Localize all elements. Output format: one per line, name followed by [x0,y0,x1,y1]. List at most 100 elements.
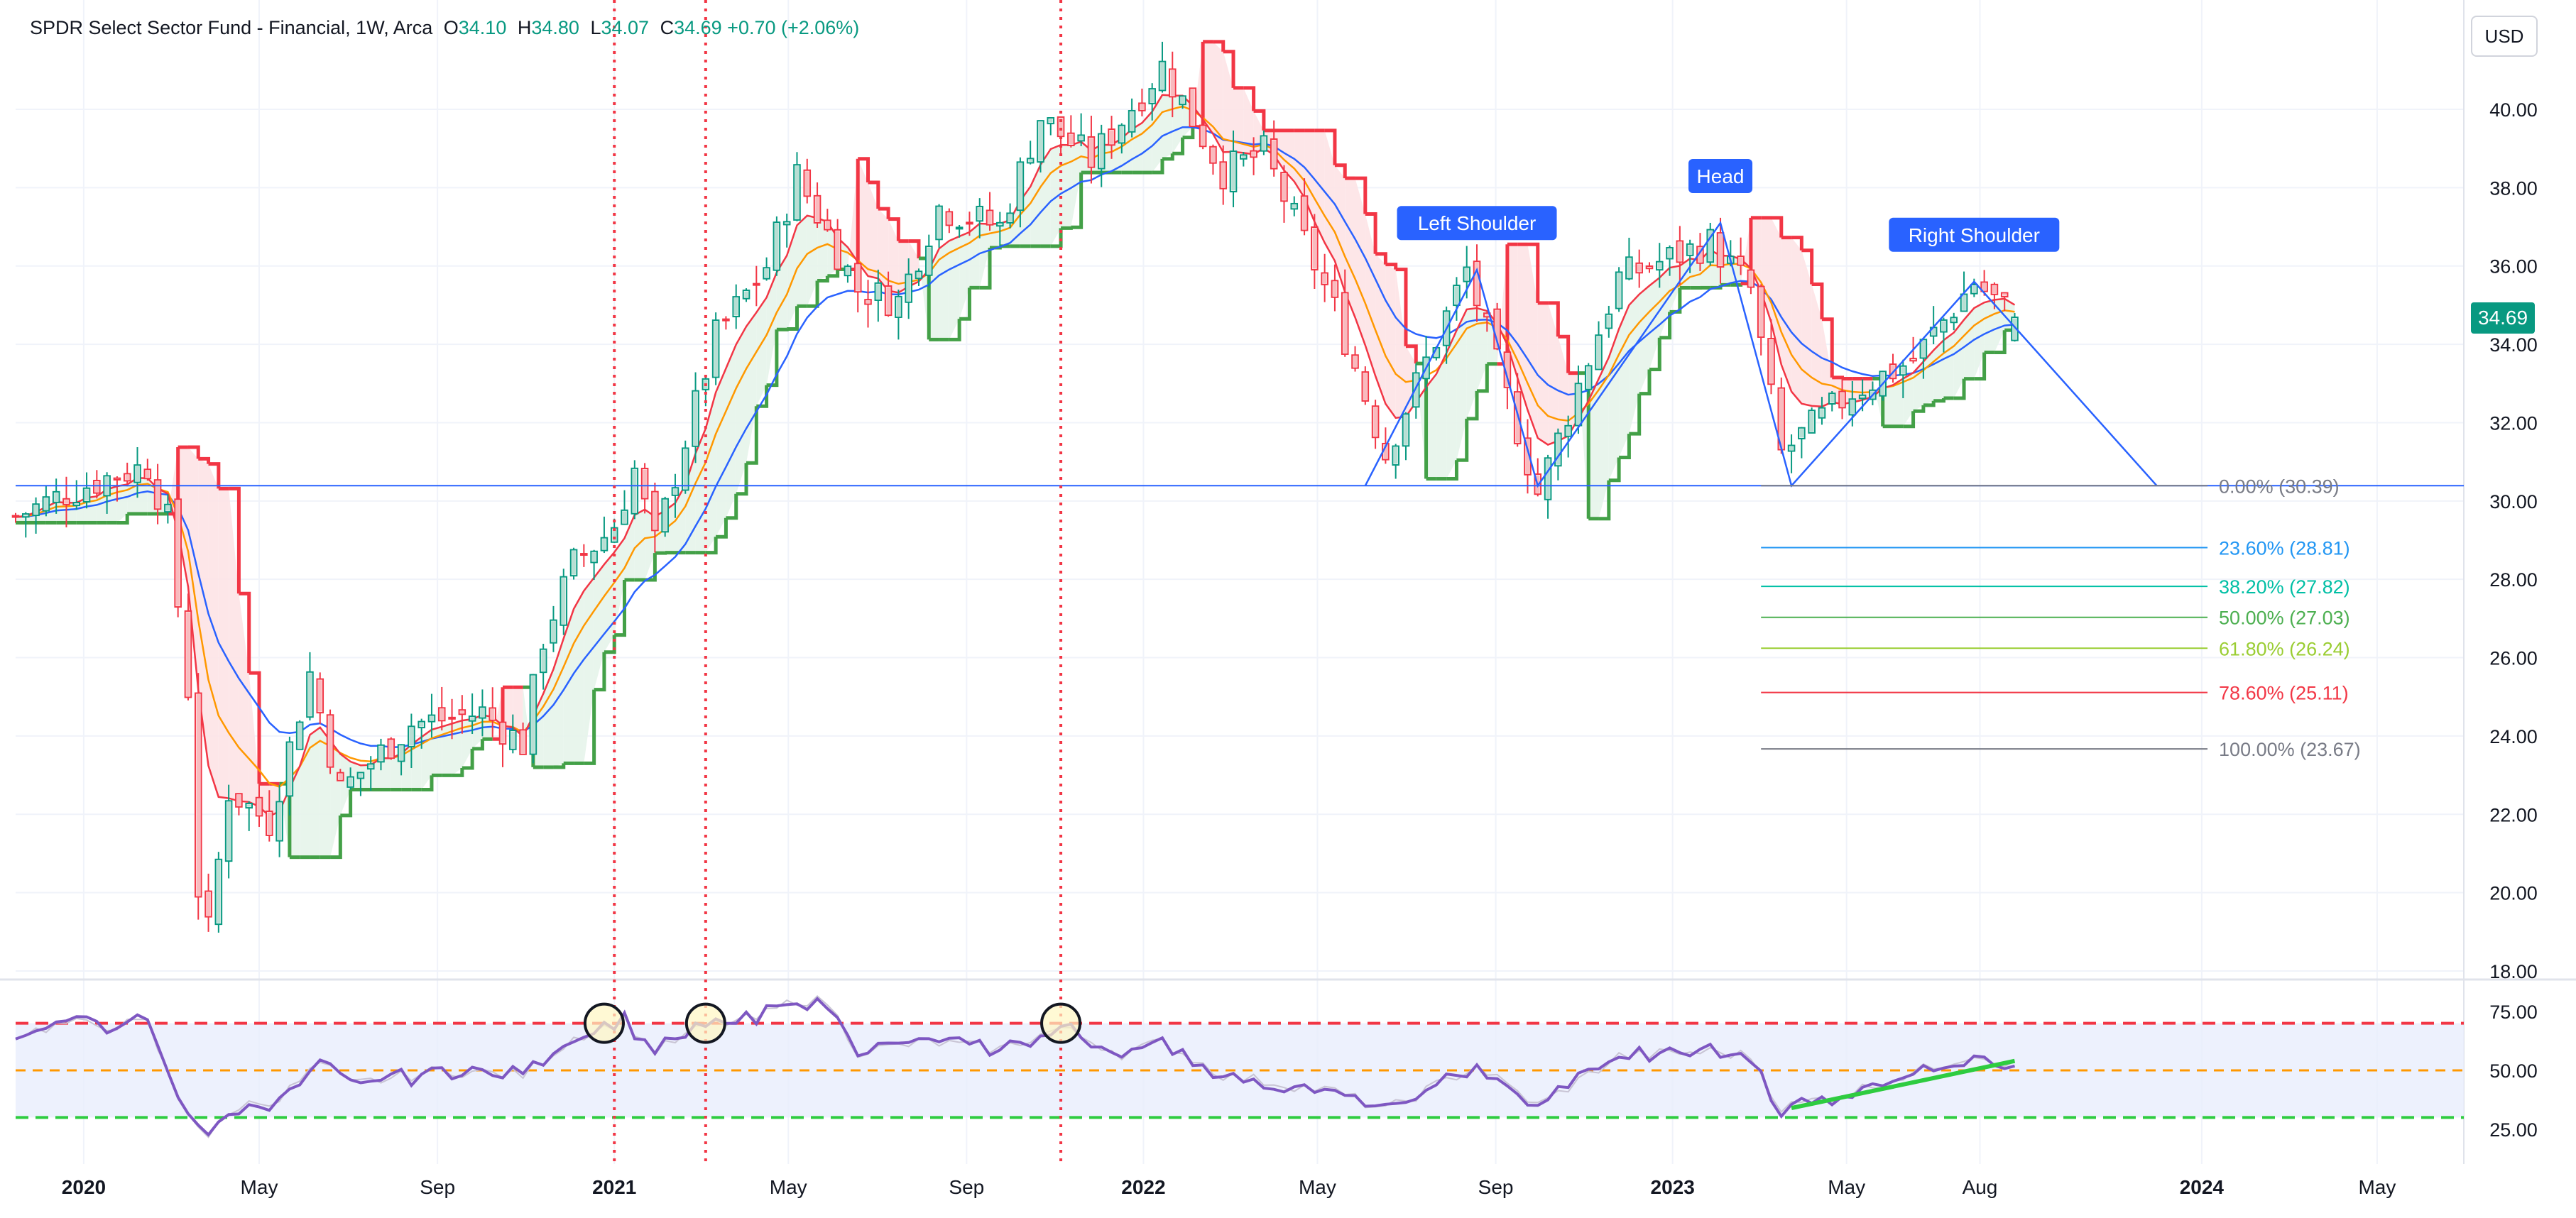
stop-fill-segment [675,484,686,553]
axes: 18.00 20.00 22.00 24.00 26.00 28.00 30.00 32.00… [62,99,2538,1198]
candle-body-fill [1048,119,1053,123]
stop-line-segment [726,493,738,520]
candle-body-fill [1221,163,1226,188]
open-value: 34.10 [458,17,507,38]
candle-body-fill [1525,439,1530,474]
candle-body-fill [430,716,434,721]
candle-body-fill [1921,340,1926,357]
candles [11,41,2019,933]
candle-body-fill [288,743,292,795]
candle-body-fill [866,300,871,304]
stop-fill-segment [1213,41,1223,153]
time-tick-label: May [770,1176,807,1198]
stop-line-segment [1365,212,1377,254]
stop-fill-segment [726,344,736,518]
stop-fill-segment [1984,300,1994,353]
candle-body-fill [409,727,414,746]
candle-body-fill [1931,328,1936,335]
stop-line-segment [949,319,961,341]
candle-body-fill [1505,353,1510,387]
candle-body-fill [155,481,160,508]
candle-body-fill [1434,349,1439,357]
stop-fill-segment [594,564,604,690]
stop-line-segment [1213,40,1226,52]
candle-body-fill [1363,373,1368,400]
candle-body-fill [937,207,942,238]
time-tick-label: 2020 [62,1176,106,1198]
stop-fill-segment [116,484,128,523]
stop-fill-segment [1345,178,1355,318]
candle-body-fill [643,469,647,498]
candle-body-fill [1718,234,1723,266]
stop-line-segment [1071,172,1084,229]
candle-body-fill [572,551,576,575]
candle-body-fill [1160,62,1164,89]
high-value: 34.80 [531,17,579,38]
candle-body-fill [419,723,424,727]
candle-body-fill [917,272,921,278]
stop-fill-segment [1740,217,1751,284]
candle-body-fill [1657,263,1662,269]
stop-fill-segment [310,727,320,857]
stop-fill-segment [959,232,970,319]
rsi-tick-label: 25.00 [2489,1119,2538,1141]
candle-body-fill [1353,356,1358,368]
stop-line-segment [239,591,251,674]
candle-up [955,226,964,230]
candle-body-fill [1759,287,1763,336]
stop-line-segment [340,789,353,818]
stop-line-segment [1527,242,1540,303]
stop-line-segment [1466,390,1479,421]
stop-fill-segment [1801,250,1812,406]
stop-fill-segment [1436,353,1447,479]
candle-body-fill [84,489,89,501]
currency-button[interactable]: USD [2471,16,2538,57]
stop-line-segment [1182,126,1195,140]
candle-body-fill [591,552,596,561]
candle-body-fill [1779,389,1784,449]
stop-line-segment [1791,236,1803,251]
stop-line-segment [594,652,606,692]
candle-body-fill [1130,111,1134,131]
stop-fill-segment [949,236,960,340]
candle-body-fill [1688,245,1692,255]
rsi-circle-marker [1040,1002,1082,1044]
candle-body-fill [1180,97,1185,104]
fib-level-label: 100.00% (23.67) [2219,739,2361,760]
stop-fill-segment [87,496,97,523]
stop-fill-segment [1355,178,1365,346]
candle-body-fill [764,268,769,278]
candle-body-fill [1333,281,1337,297]
candle-body-fill [501,723,505,743]
stop-fill-segment [847,158,858,270]
stop-line-segment [1953,378,1966,400]
candle-body-fill [1607,315,1611,327]
candle-body-fill [673,488,677,495]
stop-fill-segment [776,256,787,330]
price-tick-label: 40.00 [2489,99,2538,121]
candle-body-fill [1475,262,1479,304]
candle-body-fill [338,774,343,780]
stop-line-segment [1375,252,1387,265]
stop-fill-segment [736,326,747,494]
candle-body-fill [54,493,58,502]
stop-fill-segment [1243,87,1254,155]
price-tick-label: 28.00 [2489,569,2538,591]
candle-body-fill [328,715,332,767]
stop-line-segment [1334,163,1347,179]
stop-fill-segment [1477,308,1488,391]
stop-line-segment [716,517,728,539]
stop-line-segment [1558,334,1571,373]
stop-line-segment [1405,344,1418,364]
stop-line-segment [1608,457,1621,483]
candle-body-fill [1667,248,1672,258]
candle-body-fill [1830,394,1835,403]
rsi-band-fill [16,1023,2464,1118]
time-tick-label: 2024 [2180,1176,2225,1198]
stop-line-segment [1649,337,1661,372]
candle-body-fill [1485,314,1490,316]
high-label: H [517,17,532,38]
candle-body-fill [1972,285,1977,293]
candle-body-fill [1404,415,1408,445]
